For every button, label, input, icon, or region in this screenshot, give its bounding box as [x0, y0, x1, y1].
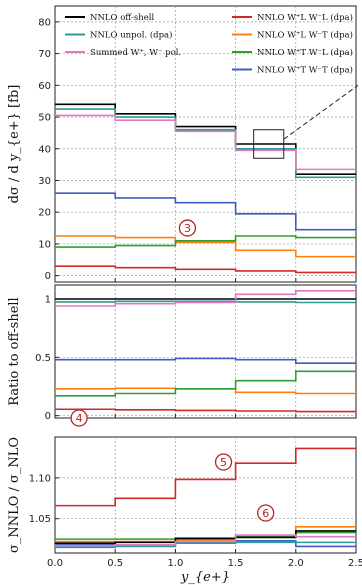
panel-frame-ratio	[54, 284, 357, 419]
legend-label-offshell: NNLO off-shell	[90, 13, 155, 23]
ytick-label-knlo-1: 1.10	[29, 473, 51, 484]
zoom-box	[253, 129, 285, 159]
xtick-label-5: 2.5	[348, 558, 362, 569]
series-main-summed	[55, 114, 356, 171]
legend-label-LL: NNLO W⁺L W⁻L (dpa)	[257, 12, 353, 23]
ytick-label-ratio-1: 0.5	[35, 353, 51, 364]
ytick-label-main-2: 20	[38, 208, 51, 219]
ytick-label-main-8: 80	[38, 17, 51, 28]
legend-label-unpol: NNLO unpol. (dpa)	[90, 30, 172, 41]
ylabel-main: dσ / d y_{e+} [fb]	[7, 85, 22, 204]
series-main-TT	[55, 192, 356, 231]
series-knlo-summed	[55, 534, 356, 547]
annotation-label-4: 4	[76, 412, 83, 425]
xtick-label-4: 2.0	[288, 558, 304, 569]
ytick-label-main-5: 50	[38, 113, 51, 124]
ytick-label-main-6: 60	[38, 81, 51, 92]
legend-label-TL: NNLO W⁺T W⁻L (dpa)	[257, 47, 353, 58]
series-ratio-LL	[55, 408, 356, 413]
xtick-label-3: 1.5	[228, 558, 244, 569]
series-main-LL	[55, 265, 356, 274]
xtick-label-2: 1.0	[167, 558, 183, 569]
zoom-pointer	[283, 84, 359, 140]
xlabel: y_{e+}	[180, 570, 230, 585]
ylabel-ratio: Ratio to off-shell	[7, 297, 22, 405]
legend-label-TT: NNLO W⁺T W⁻T (dpa)	[257, 65, 353, 76]
annotation-label-6: 6	[262, 507, 269, 520]
xtick-label-1: 0.5	[107, 558, 123, 569]
series-main-LT	[55, 235, 356, 258]
xtick-label-0: 0.0	[47, 558, 63, 569]
annotation-circle-6	[257, 504, 275, 522]
legend-label-LT: NNLO W⁺L W⁻T (dpa)	[257, 30, 353, 41]
annotation-label-3: 3	[184, 222, 191, 235]
ytick-label-main-0: 0	[45, 271, 51, 282]
ytick-label-main-7: 70	[38, 49, 51, 60]
ytick-label-main-1: 10	[38, 239, 51, 250]
panel-frame-knlo	[54, 436, 357, 554]
series-knlo-offshell	[55, 530, 356, 544]
annotation-label-5: 5	[220, 456, 227, 469]
panel-frame-main	[54, 5, 357, 283]
annotation-circle-3	[178, 219, 197, 237]
annotation-circle-4	[70, 409, 88, 427]
series-ratio-TL	[55, 370, 356, 397]
ylabel-knlo: σ_NNLO / σ_NLO	[7, 437, 22, 553]
ytick-label-main-4: 40	[38, 144, 51, 155]
series-ratio-summed	[55, 290, 356, 307]
legend-label-summed: Summed W⁺, W⁻ pol.	[90, 48, 181, 58]
annotation-circle-5	[214, 453, 233, 471]
series-knlo-LL	[55, 447, 356, 507]
ytick-label-main-3: 30	[38, 176, 51, 187]
series-ratio-TT	[55, 357, 356, 364]
ytick-label-ratio-0: 0	[45, 411, 51, 422]
ytick-label-knlo-0: 1.05	[29, 514, 51, 525]
ytick-label-ratio-2: 1	[45, 295, 51, 306]
series-main-TL	[55, 235, 356, 248]
